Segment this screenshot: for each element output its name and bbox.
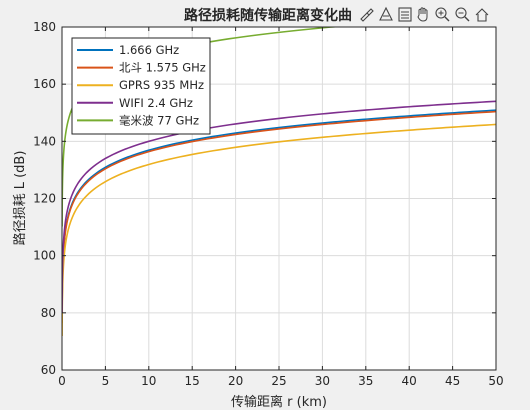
legend-entry-label: 北斗 1.575 GHz — [119, 61, 206, 75]
y-tick-label: 100 — [33, 249, 56, 263]
x-tick-label: 20 — [228, 374, 243, 388]
y-tick-label: 120 — [33, 192, 56, 206]
zoom-in-icon[interactable] — [435, 7, 450, 22]
chart-title: 路径损耗随传输距离变化曲 — [184, 7, 352, 24]
pan-hand-icon[interactable] — [417, 7, 428, 22]
series-line — [62, 123, 496, 336]
legend-icon[interactable] — [398, 7, 412, 22]
legend-entry-label: 毫米波 77 GHz — [119, 113, 199, 127]
axis-ticks: 0 5 10 15 20 25 30 35 40 45 50 60 80 100 120 140 160 180 — [33, 20, 504, 388]
x-tick-label: 5 — [102, 374, 110, 388]
legend-entry-label: GPRS 935 MHz — [119, 78, 204, 92]
x-tick-label: 25 — [271, 374, 286, 388]
axes-toolbar — [360, 6, 489, 22]
x-tick-label: 15 — [185, 374, 200, 388]
y-tick-label: 80 — [41, 306, 56, 320]
y-tick-label: 180 — [33, 20, 56, 34]
x-tick-label: 40 — [402, 374, 417, 388]
series-line — [62, 100, 496, 313]
x-axis-label: 传输距离 r (km) — [231, 394, 327, 410]
y-axis-label: 路径损耗 L (dB) — [12, 151, 28, 246]
brush-icon[interactable] — [360, 8, 374, 22]
y-tick-label: 140 — [33, 134, 56, 148]
x-tick-label: 30 — [315, 374, 330, 388]
y-tick-label: 60 — [41, 363, 56, 377]
x-tick-label: 0 — [58, 374, 66, 388]
x-tick-label: 45 — [445, 374, 460, 388]
legend-entry-label: WIFI 2.4 GHz — [119, 96, 193, 110]
y-tick-label: 160 — [33, 77, 56, 91]
x-tick-label: 35 — [358, 374, 373, 388]
zoom-out-icon[interactable] — [455, 7, 470, 22]
legend[interactable]: 1.666 GHz 北斗 1.575 GHz GPRS 935 MHz WIFI 2.… — [71, 37, 211, 135]
home-icon[interactable] — [475, 8, 489, 22]
legend-entry-label: 1.666 GHz — [119, 43, 179, 57]
x-tick-label: 10 — [141, 374, 156, 388]
x-tick-label: 50 — [488, 374, 503, 388]
data-tip-icon[interactable] — [379, 6, 393, 21]
